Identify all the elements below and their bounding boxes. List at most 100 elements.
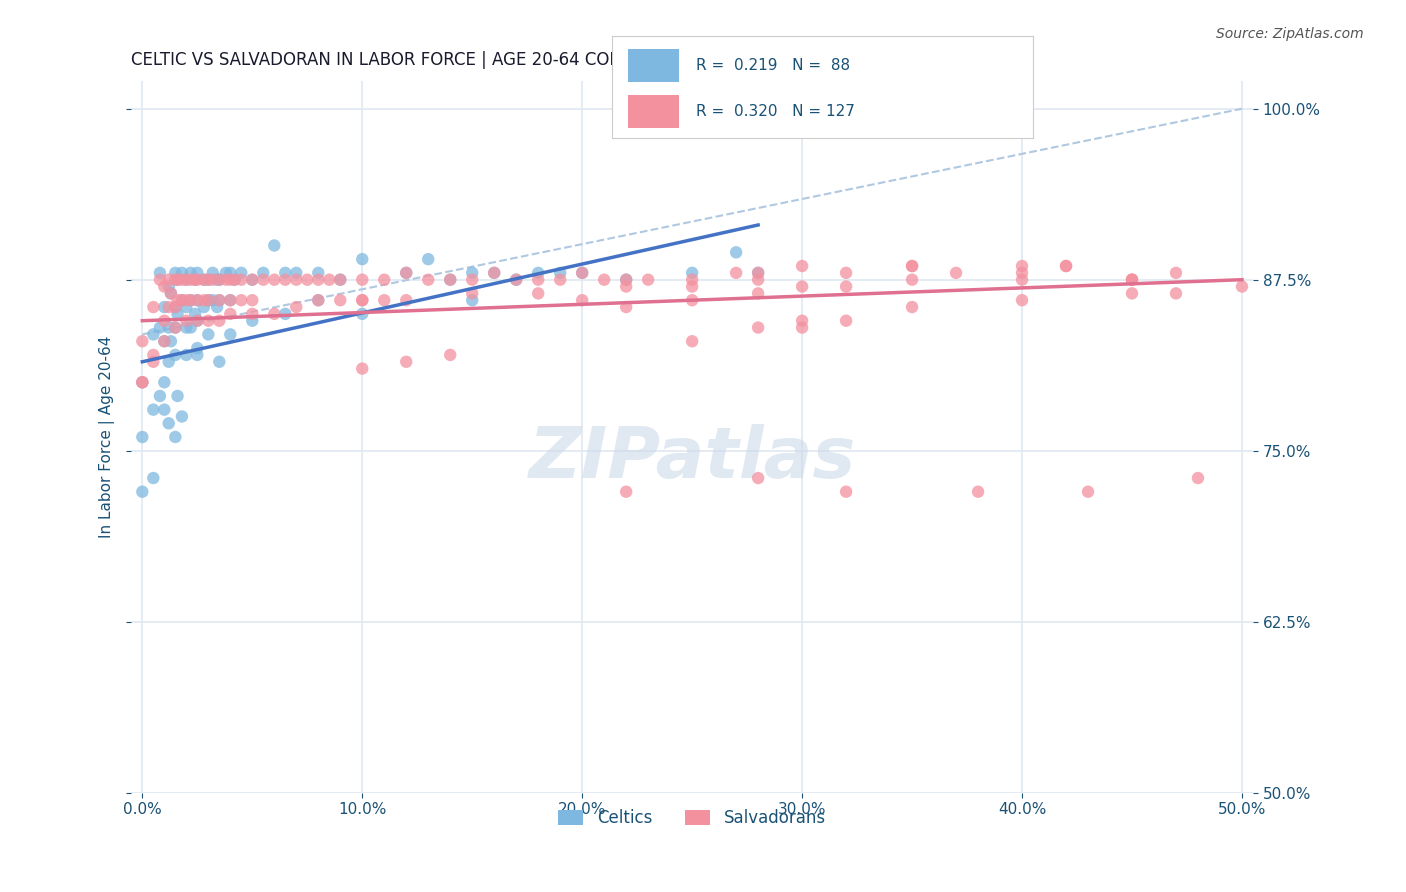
Point — [176, 293, 198, 308]
Point — [208, 273, 231, 287]
Point — [252, 266, 274, 280]
Point — [274, 307, 297, 321]
Point — [201, 266, 224, 280]
Point — [166, 389, 188, 403]
FancyBboxPatch shape — [628, 49, 679, 82]
Point — [263, 273, 285, 287]
Point — [352, 361, 374, 376]
Point — [208, 355, 231, 369]
Point — [461, 286, 484, 301]
Point — [219, 327, 242, 342]
Point — [142, 355, 165, 369]
Point — [461, 266, 484, 280]
Point — [142, 402, 165, 417]
Point — [681, 266, 703, 280]
Point — [614, 273, 637, 287]
Point — [835, 484, 858, 499]
Point — [461, 273, 484, 287]
Point — [131, 334, 153, 349]
Point — [153, 402, 176, 417]
Point — [193, 293, 215, 308]
Point — [165, 320, 187, 334]
Point — [240, 314, 263, 328]
Point — [184, 273, 207, 287]
Point — [219, 307, 242, 321]
Point — [1121, 273, 1143, 287]
Point — [157, 320, 180, 334]
Point — [747, 266, 769, 280]
Point — [131, 376, 153, 390]
Point — [157, 279, 180, 293]
Point — [166, 273, 188, 287]
Legend: Celtics, Salvadorans: Celtics, Salvadorans — [551, 803, 832, 834]
Point — [307, 266, 329, 280]
Point — [176, 273, 198, 287]
Point — [160, 334, 183, 349]
Point — [835, 266, 858, 280]
Point — [142, 471, 165, 485]
Point — [208, 314, 231, 328]
Point — [725, 245, 748, 260]
Point — [263, 307, 285, 321]
Point — [186, 348, 208, 362]
Point — [352, 273, 374, 287]
Point — [1121, 286, 1143, 301]
Point — [307, 273, 329, 287]
Point — [153, 314, 176, 328]
Point — [285, 273, 308, 287]
Point — [285, 300, 308, 314]
Point — [285, 266, 308, 280]
Point — [142, 348, 165, 362]
Point — [197, 314, 219, 328]
Point — [439, 273, 461, 287]
Point — [548, 273, 571, 287]
Point — [373, 273, 395, 287]
Point — [352, 252, 374, 267]
Point — [329, 273, 352, 287]
Point — [186, 341, 208, 355]
Point — [165, 300, 187, 314]
Point — [373, 293, 395, 308]
Point — [418, 252, 440, 267]
Point — [1054, 259, 1077, 273]
Point — [395, 293, 418, 308]
Point — [142, 300, 165, 314]
Text: ZIPatlas: ZIPatlas — [529, 424, 856, 493]
Point — [790, 314, 813, 328]
FancyBboxPatch shape — [628, 95, 679, 128]
Point — [527, 273, 550, 287]
Point — [901, 259, 924, 273]
Point — [131, 376, 153, 390]
Point — [240, 307, 263, 321]
Point — [329, 273, 352, 287]
Point — [153, 376, 176, 390]
Point — [180, 320, 202, 334]
Point — [637, 273, 659, 287]
Y-axis label: In Labor Force | Age 20-64: In Labor Force | Age 20-64 — [100, 335, 115, 538]
Point — [180, 293, 202, 308]
Point — [527, 286, 550, 301]
Point — [484, 266, 506, 280]
Point — [614, 484, 637, 499]
Text: R =  0.219   N =  88: R = 0.219 N = 88 — [696, 58, 851, 73]
Point — [160, 286, 183, 301]
Point — [681, 279, 703, 293]
Point — [418, 273, 440, 287]
Point — [131, 376, 153, 390]
Point — [945, 266, 967, 280]
Point — [307, 293, 329, 308]
Point — [901, 259, 924, 273]
Point — [231, 293, 253, 308]
Point — [197, 293, 219, 308]
Point — [571, 293, 593, 308]
Point — [165, 300, 187, 314]
Point — [224, 273, 246, 287]
Point — [548, 266, 571, 280]
Point — [274, 266, 297, 280]
Point — [157, 417, 180, 431]
Point — [1054, 259, 1077, 273]
Point — [1011, 293, 1033, 308]
Point — [1164, 266, 1187, 280]
Point — [153, 300, 176, 314]
Point — [186, 293, 208, 308]
